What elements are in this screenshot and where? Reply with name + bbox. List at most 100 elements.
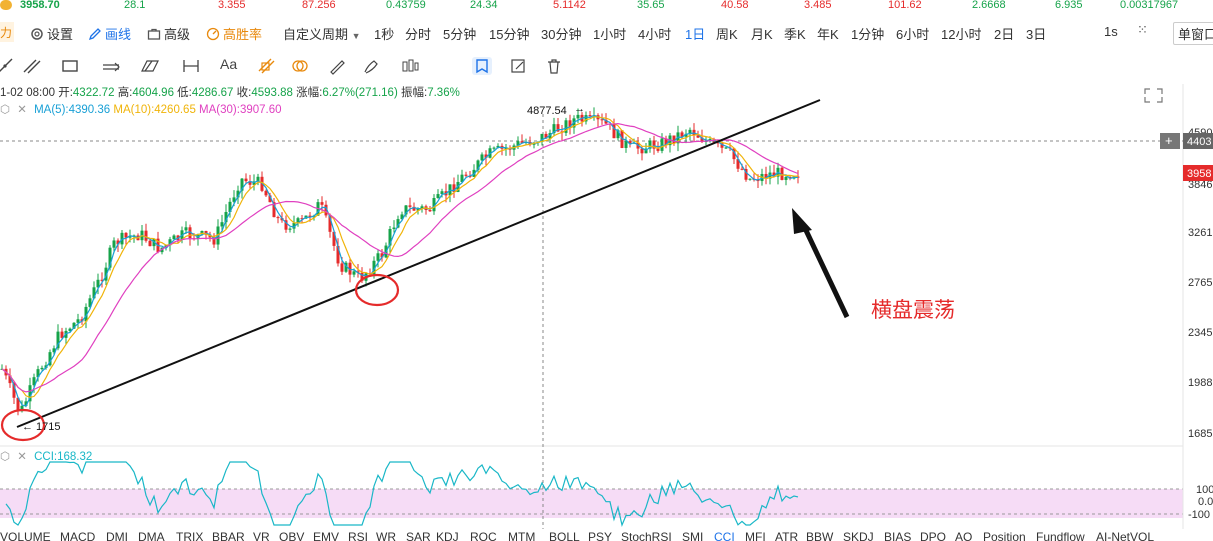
candle-body <box>412 206 416 211</box>
tab-ai-netvol[interactable]: AI-NetVOL <box>1096 530 1155 541</box>
tab-stochrsi[interactable]: StochRSI <box>621 530 672 541</box>
advanced-button[interactable]: 高级 <box>147 24 190 43</box>
win-rate-button[interactable]: 高胜率 <box>206 24 262 43</box>
support-trend-line[interactable] <box>16 99 821 428</box>
period-1m[interactable]: 1分钟 <box>851 27 885 42</box>
period-month[interactable]: 月K <box>751 27 773 42</box>
kline-chart[interactable]: 4877.54 → ← 1715 4590 3846 3261 2765 234… <box>0 84 1213 529</box>
close-icon[interactable]: ✕ <box>17 104 27 116</box>
period-year[interactable]: 年K <box>817 27 839 42</box>
tab-rsi[interactable]: RSI <box>348 530 369 541</box>
tab-roc[interactable]: ROC <box>470 530 497 541</box>
period-1s[interactable]: 1秒 <box>374 27 395 42</box>
annotation-arrow[interactable] <box>800 222 850 319</box>
magnet-tool-icon[interactable] <box>472 57 492 75</box>
tab-bias[interactable]: BIAS <box>884 530 912 541</box>
hexagon-settings-icon[interactable]: ⬡ <box>0 104 11 116</box>
tab-volume[interactable]: VOLUME <box>0 530 51 541</box>
candle-body <box>100 279 104 281</box>
measure-tool-icon[interactable] <box>181 57 201 75</box>
period-6h[interactable]: 6小时 <box>896 27 930 42</box>
draw-button[interactable]: 画线 <box>88 24 131 43</box>
period-12h[interactable]: 12小时 <box>941 27 982 42</box>
period-quarter[interactable]: 季K <box>784 27 806 42</box>
fibonacci-tool-icon[interactable] <box>256 57 276 75</box>
candle-body <box>724 147 728 149</box>
period-2d[interactable]: 2日 <box>994 27 1015 42</box>
tab-smi[interactable]: SMI <box>682 530 704 541</box>
period-timeshare[interactable]: 分时 <box>405 27 432 42</box>
multi-line-tool-icon[interactable] <box>22 57 42 75</box>
candle-body <box>36 369 40 378</box>
fib-circle-tool-icon[interactable] <box>290 57 310 75</box>
y-tick: 3846 <box>1188 179 1212 191</box>
tab-wr[interactable]: WR <box>376 530 396 541</box>
candle-body <box>392 227 396 229</box>
ma5-label: MA(5):4390.36 <box>34 104 111 116</box>
tab-mfi[interactable]: MFI <box>745 530 766 541</box>
tab-vr[interactable]: VR <box>253 530 270 541</box>
tab-psy[interactable]: PSY <box>588 530 613 541</box>
tab-atr[interactable]: ATR <box>775 530 799 541</box>
note-tool-icon[interactable] <box>508 57 528 75</box>
text-tool-icon[interactable]: Aa <box>220 56 238 72</box>
tab-bbar[interactable]: BBAR <box>212 530 245 541</box>
period-1h[interactable]: 1小时 <box>593 27 627 42</box>
y-tick: 1685 <box>1188 428 1212 440</box>
tab-ao[interactable]: AO <box>955 530 973 541</box>
ticker-item: 28.1 <box>124 0 146 11</box>
candle-body <box>732 148 736 160</box>
period-3d[interactable]: 3日 <box>1026 27 1047 42</box>
tab-skdj[interactable]: SKDJ <box>843 530 874 541</box>
candle-body <box>236 190 240 198</box>
custom-period-dropdown[interactable]: 自定义周期 ▼ <box>283 24 361 43</box>
period-4h[interactable]: 4小时 <box>638 27 672 42</box>
tab-dma[interactable]: DMA <box>138 530 165 541</box>
settings-button[interactable]: 设置 <box>30 24 73 43</box>
single-window-button[interactable]: 单窗口 <box>1173 22 1213 45</box>
parallelogram-tool-icon[interactable] <box>140 57 160 75</box>
hexagon-settings-icon[interactable]: ⬡ <box>0 451 11 463</box>
tab-emv[interactable]: EMV <box>313 530 340 541</box>
tab-dmi[interactable]: DMI <box>106 530 128 541</box>
fullscreen-icon[interactable] <box>1144 88 1163 103</box>
tab-trix[interactable]: TRIX <box>176 530 204 541</box>
tab-position[interactable]: Position <box>983 530 1026 541</box>
coin-logo-icon <box>0 0 12 10</box>
candle-body <box>188 227 192 239</box>
period-30m[interactable]: 30分钟 <box>541 27 582 42</box>
tab-macd[interactable]: MACD <box>60 530 96 541</box>
power-tag[interactable]: 力 <box>0 22 14 42</box>
tab-cci[interactable]: CCI <box>714 530 735 541</box>
rectangle-tool-icon[interactable] <box>60 57 80 75</box>
ruler-tool-icon[interactable] <box>327 57 347 75</box>
trend-line-tool-icon[interactable] <box>0 57 16 75</box>
tab-fundflow[interactable]: Fundflow <box>1036 530 1085 541</box>
brush-tool-icon[interactable] <box>362 57 382 75</box>
tab-obv[interactable]: OBV <box>279 530 305 541</box>
low-circle-marker[interactable] <box>0 408 46 442</box>
support-circle-marker[interactable] <box>354 273 400 307</box>
period-1d[interactable]: 1日 <box>685 27 706 42</box>
tab-boll[interactable]: BOLL <box>549 530 580 541</box>
candle-body <box>184 227 188 231</box>
period-5m[interactable]: 5分钟 <box>443 27 477 42</box>
close-icon[interactable]: ✕ <box>17 451 27 463</box>
grid-icon[interactable]: ⁙ <box>1137 22 1148 37</box>
period-15m[interactable]: 15分钟 <box>489 27 530 42</box>
period-week[interactable]: 周K <box>716 27 738 42</box>
candle-body <box>652 140 656 149</box>
interval-1s[interactable]: 1s <box>1104 24 1118 39</box>
candle-body <box>212 237 216 245</box>
tab-mtm[interactable]: MTM <box>508 530 536 541</box>
add-alert-button[interactable] <box>1160 133 1180 149</box>
tab-kdj[interactable]: KDJ <box>436 530 459 541</box>
tab-dpo[interactable]: DPO <box>920 530 947 541</box>
trash-icon[interactable] <box>544 57 564 75</box>
tab-sar[interactable]: SAR <box>406 530 431 541</box>
candle-body <box>660 138 664 151</box>
tab-bbw[interactable]: BBW <box>806 530 834 541</box>
candle-body <box>252 181 256 185</box>
candle-tool-icon[interactable] <box>400 57 420 75</box>
channel-tool-icon[interactable] <box>101 57 121 75</box>
